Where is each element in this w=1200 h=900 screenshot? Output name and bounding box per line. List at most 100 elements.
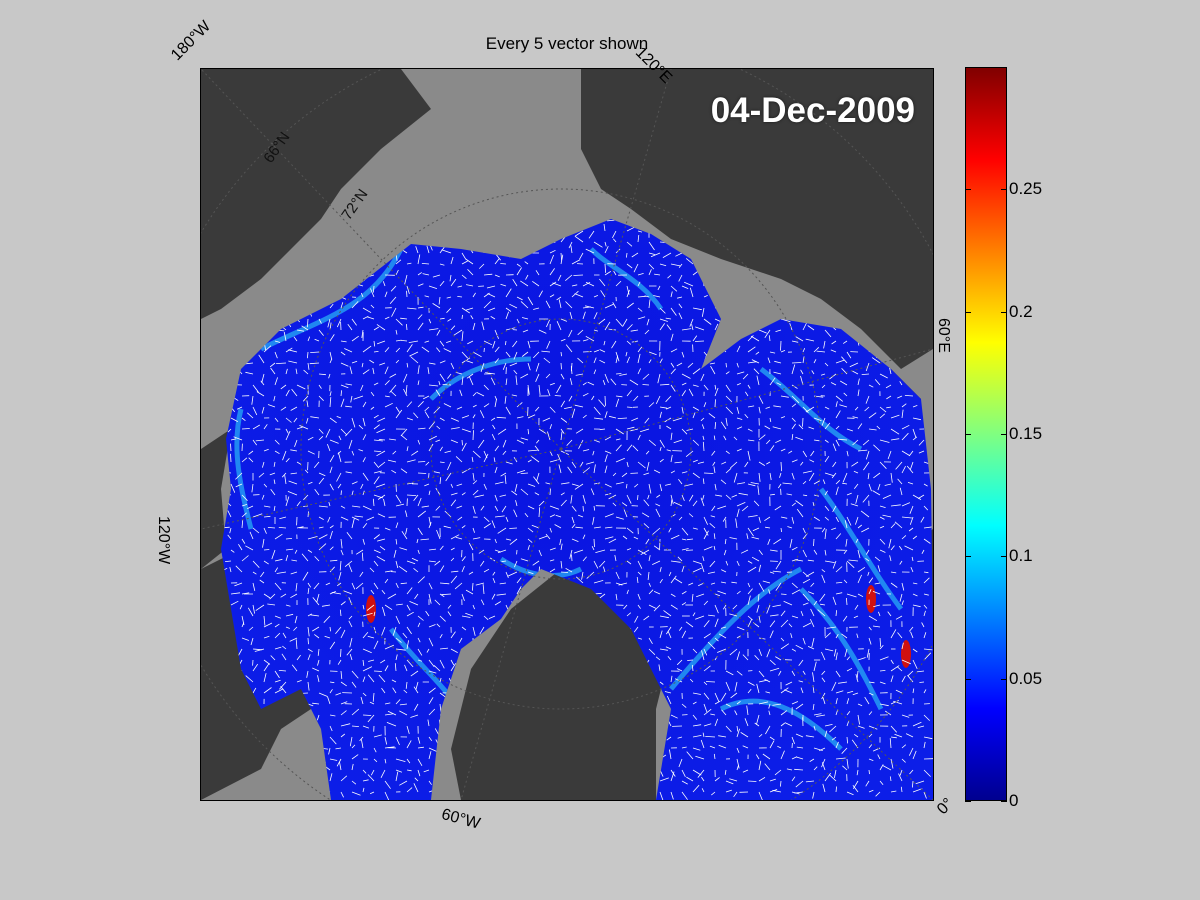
drift-vector (846, 690, 854, 694)
drift-vector (692, 527, 698, 530)
drift-vector (574, 293, 584, 298)
drift-vector (780, 461, 782, 472)
drift-vector (756, 683, 760, 694)
drift-vector (570, 494, 573, 504)
drift-vector (813, 725, 816, 731)
drift-vector (747, 619, 752, 628)
drift-vector (625, 351, 628, 357)
drift-vector (492, 571, 496, 576)
drift-vector (379, 362, 386, 366)
drift-vector (445, 472, 452, 482)
drift-vector (373, 326, 380, 331)
drift-vector (757, 593, 760, 602)
drift-vector (776, 382, 782, 386)
drift-vector (384, 791, 390, 800)
drift-vector (703, 692, 710, 700)
drift-vector (879, 413, 886, 419)
drift-vector (461, 252, 467, 260)
drift-vector (747, 588, 753, 595)
drift-vector (901, 675, 906, 683)
drift-vector (832, 560, 837, 569)
drift-vector (705, 681, 716, 683)
drift-vector (317, 648, 320, 656)
drift-vector (295, 639, 298, 650)
drift-vector (691, 324, 694, 331)
drift-vector (615, 373, 622, 375)
drift-vector (663, 610, 672, 617)
drift-vector (459, 389, 463, 397)
drift-vector (560, 351, 562, 357)
drift-vector (362, 787, 365, 793)
drift-vector (821, 758, 826, 768)
drift-vector (604, 303, 614, 309)
drift-vector (604, 493, 612, 496)
drift-vector (406, 446, 409, 452)
drift-vector (358, 424, 364, 430)
drift-vector (565, 567, 573, 573)
lon-label-0: 0° (934, 795, 957, 819)
drift-vector (349, 736, 353, 747)
drift-vector (775, 656, 782, 661)
drift-vector (278, 527, 287, 529)
drift-vector (769, 351, 776, 354)
drift-vector (593, 464, 596, 474)
drift-vector (549, 559, 555, 562)
drift-vector (692, 560, 702, 565)
drift-vector (413, 567, 419, 573)
drift-vector (863, 461, 870, 471)
drift-vector (455, 372, 463, 375)
drift-vector (824, 362, 829, 367)
drift-vector (795, 780, 804, 788)
drift-vector (494, 445, 500, 452)
drift-vector (821, 762, 826, 771)
drift-vector (296, 501, 301, 507)
drift-vector (501, 505, 507, 513)
drift-vector (879, 681, 886, 685)
drift-vector (753, 368, 760, 375)
drift-vector (747, 428, 753, 432)
drift-vector (685, 258, 694, 265)
drift-vector (741, 505, 749, 512)
drift-vector (593, 329, 599, 332)
drift-vector (714, 387, 719, 397)
drift-vector (669, 749, 672, 760)
drift-vector (568, 329, 573, 338)
drift-vector (643, 523, 650, 529)
drift-vector (318, 329, 324, 336)
drift-vector (802, 622, 812, 628)
drift-vector (657, 285, 661, 291)
drift-vector (527, 296, 534, 306)
drift-vector (835, 395, 844, 402)
drift-vector (329, 559, 338, 562)
drift-vector (678, 626, 683, 631)
drift-vector (626, 527, 634, 534)
drift-vector (549, 568, 556, 573)
drift-vector (362, 612, 373, 617)
drift-vector (549, 527, 552, 533)
drift-vector (688, 388, 694, 397)
drift-vector (520, 472, 529, 474)
drift-vector (340, 601, 346, 606)
drift-vector (377, 417, 386, 422)
drift-vector (626, 444, 633, 452)
drift-vector (271, 549, 276, 560)
drift-vector (425, 610, 430, 617)
drift-vector (658, 664, 661, 672)
drift-vector (813, 661, 817, 672)
drift-vector (340, 733, 346, 738)
drift-vector (744, 413, 749, 419)
drift-vector (791, 364, 796, 375)
drift-vector (555, 514, 562, 518)
drift-vector (806, 571, 815, 577)
drift-vector (549, 294, 555, 298)
drift-vector (791, 395, 800, 404)
drift-vector (873, 472, 881, 479)
drift-vector (670, 575, 677, 584)
drift-vector (373, 439, 383, 442)
drift-vector (395, 359, 400, 364)
drift-vector (406, 560, 416, 565)
drift-vector (573, 549, 584, 554)
drift-vector (835, 566, 843, 573)
drift-vector (350, 395, 353, 403)
drift-vector (373, 549, 381, 554)
